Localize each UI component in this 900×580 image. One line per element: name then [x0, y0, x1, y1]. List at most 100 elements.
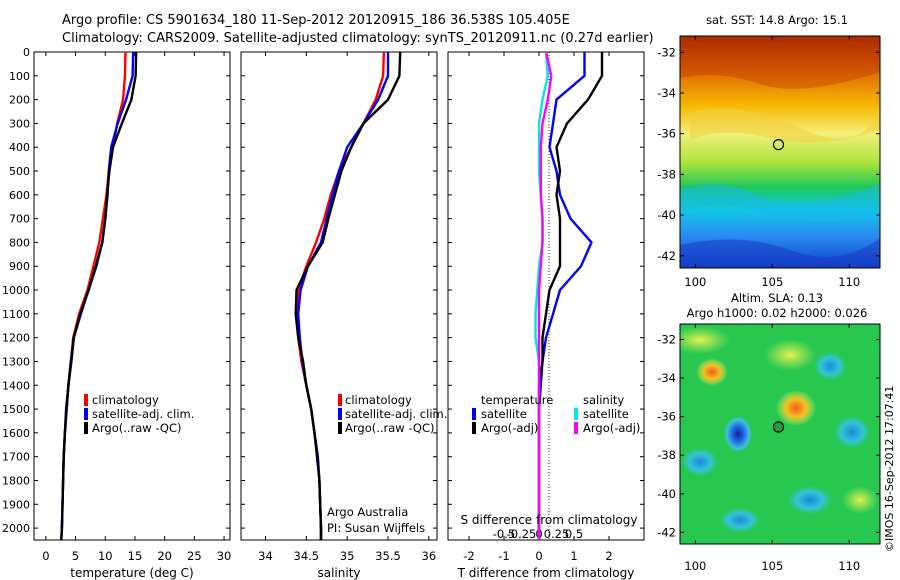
- depth-tick-label: 1000: [2, 284, 30, 297]
- series-line-argo-raw-qc: [294, 52, 402, 540]
- x-tick-label: 15: [128, 549, 143, 563]
- map-lat-label: -34: [657, 371, 676, 385]
- legend-swatch-s-satellite: [574, 408, 578, 420]
- salinity-axes: [240, 51, 438, 541]
- x-tick-label: 35: [340, 549, 355, 563]
- top-x-tick-label: -0.25: [507, 527, 537, 541]
- map-lon-label: 110: [838, 275, 860, 289]
- map-lat-label: -40: [657, 208, 676, 222]
- temperature-legend: climatology satellite-adj. clim. Argo(..…: [84, 393, 194, 435]
- depth-tick-label: 1100: [2, 308, 30, 321]
- legend-label: satellite-adj. clim.: [345, 407, 447, 421]
- depth-tick-label: 700: [9, 213, 30, 226]
- x-tick-label: 34.5: [294, 549, 320, 563]
- x-tick-label: 10: [98, 549, 113, 563]
- difference-axes: [447, 51, 645, 541]
- map-lat-label: -40: [657, 487, 676, 501]
- salinity-lines: [294, 52, 402, 540]
- sst-map-frame: [679, 35, 881, 269]
- imos-timestamp: ©IMOS 16-Sep-2012 17:07:41: [883, 386, 896, 552]
- depth-tick-label: 1400: [2, 379, 30, 392]
- x-tick-label: 25: [187, 549, 202, 563]
- map-lat-label: -42: [657, 525, 676, 539]
- depth-tick-label: 1600: [2, 427, 30, 440]
- legend-swatch-argo: [84, 422, 88, 434]
- map-lat-label: -36: [657, 410, 676, 424]
- series-line-argo-raw-qc: [60, 52, 138, 540]
- legend-swatch-t-argo: [472, 422, 476, 434]
- temperature-lines: [60, 52, 138, 540]
- map-lon-label: 105: [761, 559, 783, 573]
- x-tick-label: 5: [72, 549, 79, 563]
- series-line-salinity-argo-adj: [537, 52, 553, 540]
- x-tick-label: 36: [422, 549, 437, 563]
- legend-swatch-climatology: [338, 394, 342, 406]
- legend-swatch-argo: [338, 422, 342, 434]
- depth-tick-labels: 0 100 200 300 400 500 600 700 800 900 1000 1100 1200…: [2, 46, 30, 535]
- x-tick-label: -1: [498, 549, 509, 563]
- map-lat-label: -32: [657, 45, 676, 59]
- salinity-legend: climatology satellite-adj. clim. Argo(..…: [338, 393, 447, 435]
- argo-location-marker: [772, 421, 785, 433]
- salinity-xlabel: salinity: [317, 566, 360, 580]
- temperature-xlabel: temperature (deg C): [70, 566, 193, 580]
- sst-map: [680, 36, 880, 268]
- depth-tick-label: 100: [9, 70, 30, 83]
- legend-label: Argo(..raw -QC): [345, 421, 435, 435]
- legend-label: climatology: [92, 393, 159, 407]
- map-lon-label: 110: [838, 559, 860, 573]
- pi-note: PI: Susan Wijffels: [327, 521, 425, 535]
- difference-legend: temperature salinity satellite Argo(-adj…: [472, 393, 640, 435]
- legend-label: Argo(-adj): [481, 421, 538, 435]
- depth-tick-label: 1900: [2, 498, 30, 511]
- depth-tick-label: 500: [9, 165, 30, 178]
- title-line-2: Climatology: CARS2009. Satellite-adjuste…: [62, 31, 654, 46]
- map-lon-label: 100: [684, 275, 706, 289]
- legend-label: satellite-adj. clim.: [92, 407, 194, 421]
- sla-map-ticks: -32 -34 -36 -38 -40 -42 100 105 110: [657, 324, 880, 573]
- top-x-tick-label: 0.5: [565, 527, 583, 541]
- depth-tick-label: 1800: [2, 474, 30, 487]
- legend-label: satellite: [481, 407, 527, 421]
- sst-map-ticks: -32 -34 -36 -38 -40 -42 100 105 110: [657, 36, 880, 289]
- depth-tick-label: 0: [23, 46, 30, 59]
- x-tick-label: 2: [605, 549, 612, 563]
- sla-map-frame: [679, 323, 881, 545]
- depth-tick-label: 800: [9, 236, 30, 249]
- sst-map-title: sat. SST: 14.8 Argo: 15.1: [706, 13, 848, 27]
- top-x-tick-label: -0.5: [493, 527, 515, 541]
- institution-note: Argo Australia: [327, 505, 408, 519]
- map-lon-label: 105: [761, 275, 783, 289]
- sla-map-title-1: Altim. SLA: 0.13: [731, 291, 823, 305]
- legend-swatch-satellite: [84, 408, 88, 420]
- x-tick-label: 0: [535, 549, 542, 563]
- legend-title-salinity: salinity: [583, 393, 624, 407]
- legend-label: Argo(..raw -QC): [92, 421, 182, 435]
- depth-tick-label: 1700: [2, 451, 30, 464]
- x-tick-label: 30: [217, 549, 232, 563]
- legend-swatch-s-argo: [574, 422, 578, 434]
- argo-location-marker: [772, 139, 785, 151]
- x-tick-label: 20: [157, 549, 172, 563]
- temperature-axis-ticks: 0 5 10 15 20 25 30: [34, 51, 232, 563]
- difference-xlabel: T difference from climatology: [457, 566, 635, 580]
- legend-label: climatology: [345, 393, 412, 407]
- salinity-axis-ticks: 34 34.5 35 35.5 36: [241, 51, 437, 563]
- legend-title-temperature: temperature: [481, 393, 553, 407]
- legend-swatch-t-satellite: [472, 408, 476, 420]
- title-line-1: Argo profile: CS 5901634_180 11-Sep-2012…: [62, 13, 570, 28]
- difference-top-xlabel: S difference from climatology: [461, 513, 638, 527]
- map-lat-label: -42: [657, 249, 676, 263]
- legend-swatch-climatology: [84, 394, 88, 406]
- legend-label: satellite: [583, 407, 629, 421]
- x-tick-label: 35.5: [375, 549, 401, 563]
- difference-lines: [534, 52, 604, 540]
- map-lat-label: -36: [657, 127, 676, 141]
- legend-swatch-satellite: [338, 408, 342, 420]
- temperature-axes: [33, 51, 231, 541]
- depth-tick-label: 400: [9, 141, 30, 154]
- depth-tick-label: 1200: [2, 332, 30, 345]
- depth-tick-label: 300: [9, 117, 30, 130]
- map-lat-label: -34: [657, 86, 676, 100]
